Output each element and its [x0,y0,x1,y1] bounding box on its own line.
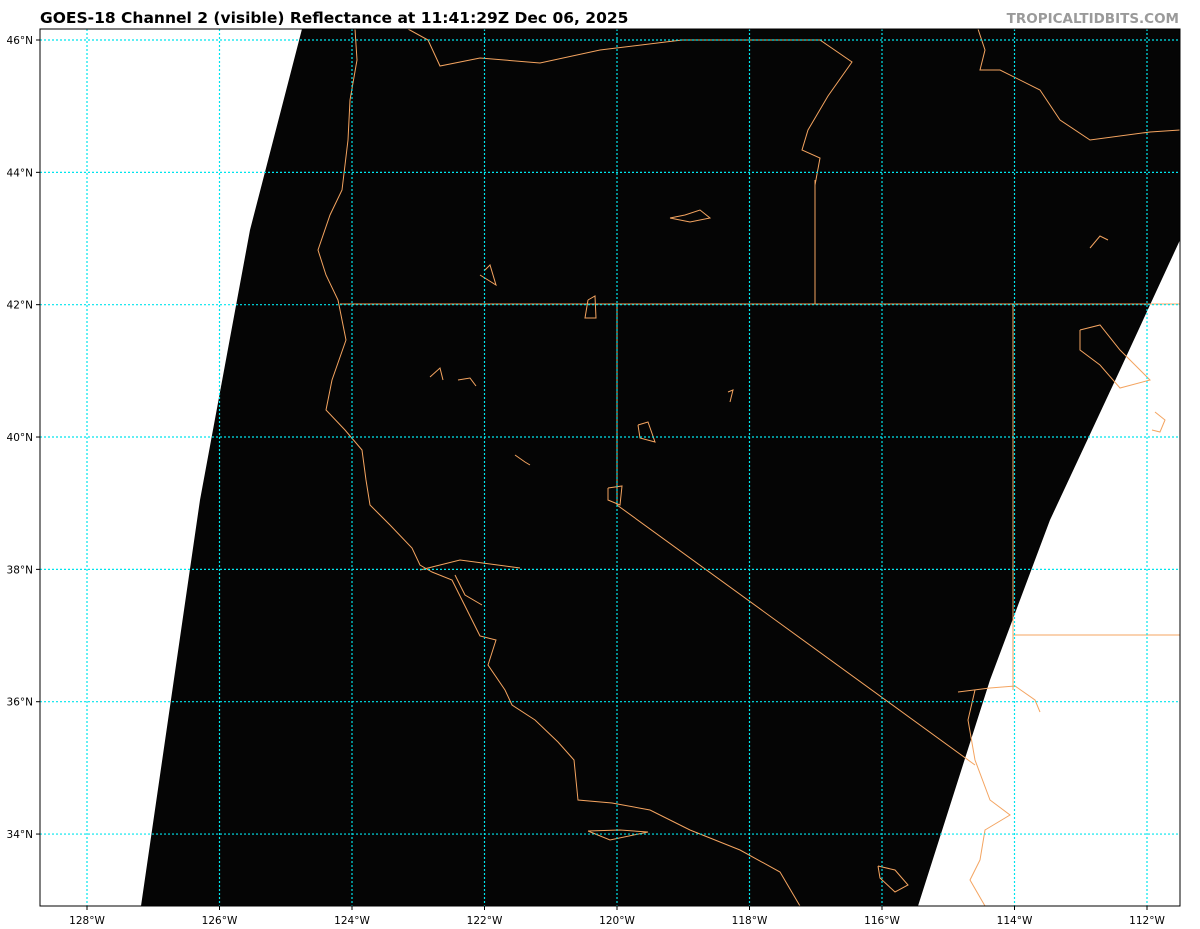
coastline-segment [407,29,853,186]
lon-tick-label: 128°W [69,915,105,927]
coastline-segment [317,29,801,906]
coastline-segment [877,865,909,893]
lat-tick-label: 38°N [7,564,33,576]
coastline-segment [587,829,649,841]
coastline-segment [429,367,444,381]
coastline-segment [457,377,477,387]
imagery-swath [141,29,1180,906]
coastline-segment [977,29,1180,141]
gridlines [40,29,1180,906]
lon-tick-label: 124°W [334,915,370,927]
lon-tick-label: 114°W [997,915,1033,927]
lon-tick-label: 120°W [599,915,635,927]
coastline-segment [1151,411,1166,433]
coastline-segment [514,454,531,466]
coastline-segment [584,295,597,319]
lat-tick-label: 42°N [7,300,33,312]
coastline-segment [727,389,734,403]
lat-tick-label: 46°N [7,35,33,47]
lat-tick-label: 34°N [7,829,33,841]
lat-tick-label: 36°N [7,697,33,709]
lon-tick-label: 118°W [732,915,768,927]
lon-tick-label: 122°W [467,915,503,927]
coastline-segment [637,421,656,443]
coastline-segment [454,574,483,606]
coastline-segment [479,264,497,287]
coastline-segment [1089,235,1109,249]
map-frame [39,28,1181,907]
coastline-segment [967,689,1011,906]
lon-tick-label: 116°W [864,915,900,927]
lat-tick-label: 40°N [7,432,33,444]
lon-tick-label: 112°W [1129,915,1165,927]
credit-watermark: TROPICALTIDBITS.COM [1006,11,1179,27]
lat-tick-label: 44°N [7,167,33,179]
map-title: GOES-18 Channel 2 (visible) Reflectance … [40,9,629,27]
coastline-segment [1079,324,1151,389]
coastline-segment [669,209,712,223]
coastline-segment [419,559,521,571]
lon-tick-label: 126°W [202,915,238,927]
